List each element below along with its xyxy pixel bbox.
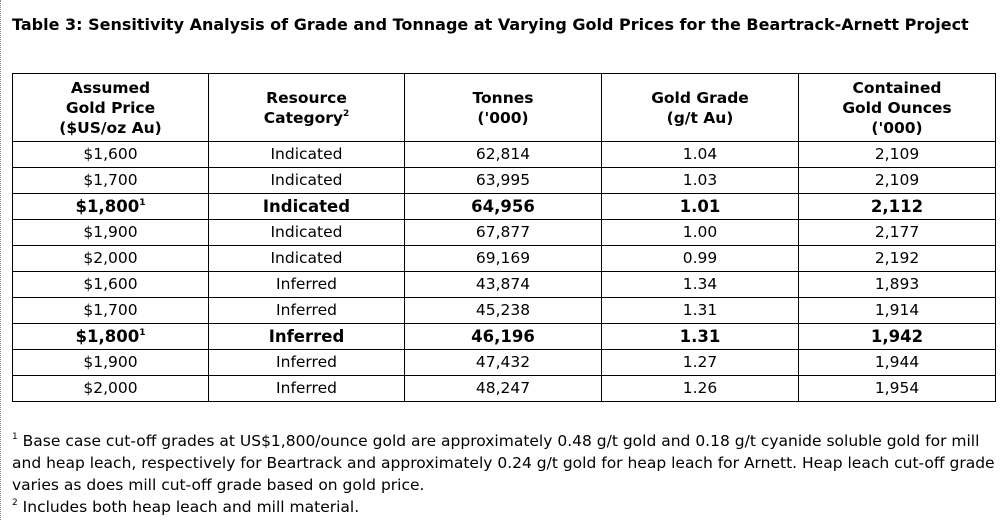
cell-category: Indicated: [208, 219, 405, 246]
cell-grade: 1.00: [601, 219, 799, 246]
cell-ounces: 2,177: [798, 219, 996, 246]
header-row: Assumed Gold Price ($US/oz Au) Resource …: [12, 73, 996, 142]
footnote-2: 2 Includes both heap leach and mill mate…: [12, 498, 360, 516]
table-row: $1,600 Inferred 43,874 1.34 1,893: [12, 271, 996, 298]
header-tonnes: Tonnes ('000): [404, 73, 602, 142]
cell-grade: 1.31: [601, 297, 799, 324]
cell-price: $1,900: [12, 219, 209, 246]
cell-ounces: 1,942: [798, 323, 996, 350]
cell-tonnes: 46,196: [404, 323, 602, 350]
cell-grade: 1.34: [601, 271, 799, 298]
cell-tonnes: 69,169: [404, 245, 602, 272]
cell-ounces: 2,192: [798, 245, 996, 272]
footnote-ref: 2: [342, 108, 350, 119]
table-row: $1,900 Indicated 67,877 1.00 2,177: [12, 219, 996, 246]
cell-price: $1,8001: [12, 193, 209, 220]
cell-tonnes: 63,995: [404, 167, 602, 194]
footnote-ref: 1: [139, 198, 146, 208]
cell-grade: 1.27: [601, 349, 799, 376]
cell-category: Indicated: [208, 245, 405, 272]
cell-ounces: 2,109: [798, 167, 996, 194]
page-edge-rule: [0, 0, 1, 520]
cell-grade: 1.01: [601, 193, 799, 220]
cell-grade: 1.26: [601, 375, 799, 402]
sensitivity-table: Assumed Gold Price ($US/oz Au) Resource …: [12, 73, 996, 402]
table-row-base-case: $1,8001 Inferred 46,196 1.31 1,942: [12, 323, 996, 350]
cell-category: Indicated: [208, 141, 405, 168]
header-gold-price: Assumed Gold Price ($US/oz Au): [12, 73, 209, 142]
cell-price: $1,8001: [12, 323, 209, 350]
footnote-marker: 2: [12, 498, 18, 508]
table-row: $2,000 Inferred 48,247 1.26 1,954: [12, 375, 996, 402]
cell-tonnes: 64,956: [404, 193, 602, 220]
cell-tonnes: 67,877: [404, 219, 602, 246]
footnote-1: 1 Base case cut-off grades at US$1,800/o…: [12, 432, 995, 494]
cell-ounces: 1,954: [798, 375, 996, 402]
cell-grade: 1.04: [601, 141, 799, 168]
cell-ounces: 1,944: [798, 349, 996, 376]
cell-price: $1,600: [12, 141, 209, 168]
cell-price: $1,700: [12, 297, 209, 324]
cell-grade: 1.31: [601, 323, 799, 350]
cell-price: $1,700: [12, 167, 209, 194]
cell-price: $2,000: [12, 245, 209, 272]
table-row: $2,000 Indicated 69,169 0.99 2,192: [12, 245, 996, 272]
cell-ounces: 1,893: [798, 271, 996, 298]
table-row-base-case: $1,8001 Indicated 64,956 1.01 2,112: [12, 193, 996, 220]
footnotes: 1 Base case cut-off grades at US$1,800/o…: [12, 430, 997, 518]
cell-ounces: 2,112: [798, 193, 996, 220]
header-resource-category: Resource Category2: [208, 73, 405, 142]
cell-category: Indicated: [208, 193, 405, 220]
footnote-marker: 1: [12, 432, 18, 442]
cell-tonnes: 45,238: [404, 297, 602, 324]
cell-category: Inferred: [208, 375, 405, 402]
cell-price: $1,600: [12, 271, 209, 298]
cell-ounces: 1,914: [798, 297, 996, 324]
cell-price: $2,000: [12, 375, 209, 402]
table-row: $1,900 Inferred 47,432 1.27 1,944: [12, 349, 996, 376]
table-body: $1,600 Indicated 62,814 1.04 2,109 $1,70…: [12, 141, 996, 402]
cell-category: Indicated: [208, 167, 405, 194]
cell-tonnes: 47,432: [404, 349, 602, 376]
cell-tonnes: 62,814: [404, 141, 602, 168]
cell-tonnes: 43,874: [404, 271, 602, 298]
cell-category: Inferred: [208, 323, 405, 350]
table-row: $1,600 Indicated 62,814 1.04 2,109: [12, 141, 996, 168]
cell-ounces: 2,109: [798, 141, 996, 168]
table-title: Table 3: Sensitivity Analysis of Grade a…: [12, 15, 969, 34]
cell-category: Inferred: [208, 297, 405, 324]
table-row: $1,700 Inferred 45,238 1.31 1,914: [12, 297, 996, 324]
cell-category: Inferred: [208, 271, 405, 298]
header-contained-ounces: Contained Gold Ounces ('000): [798, 73, 996, 142]
cell-grade: 1.03: [601, 167, 799, 194]
cell-tonnes: 48,247: [404, 375, 602, 402]
footnote-ref: 1: [139, 328, 146, 338]
cell-category: Inferred: [208, 349, 405, 376]
cell-grade: 0.99: [601, 245, 799, 272]
cell-price: $1,900: [12, 349, 209, 376]
header-gold-grade: Gold Grade (g/t Au): [601, 73, 799, 142]
table-row: $1,700 Indicated 63,995 1.03 2,109: [12, 167, 996, 194]
